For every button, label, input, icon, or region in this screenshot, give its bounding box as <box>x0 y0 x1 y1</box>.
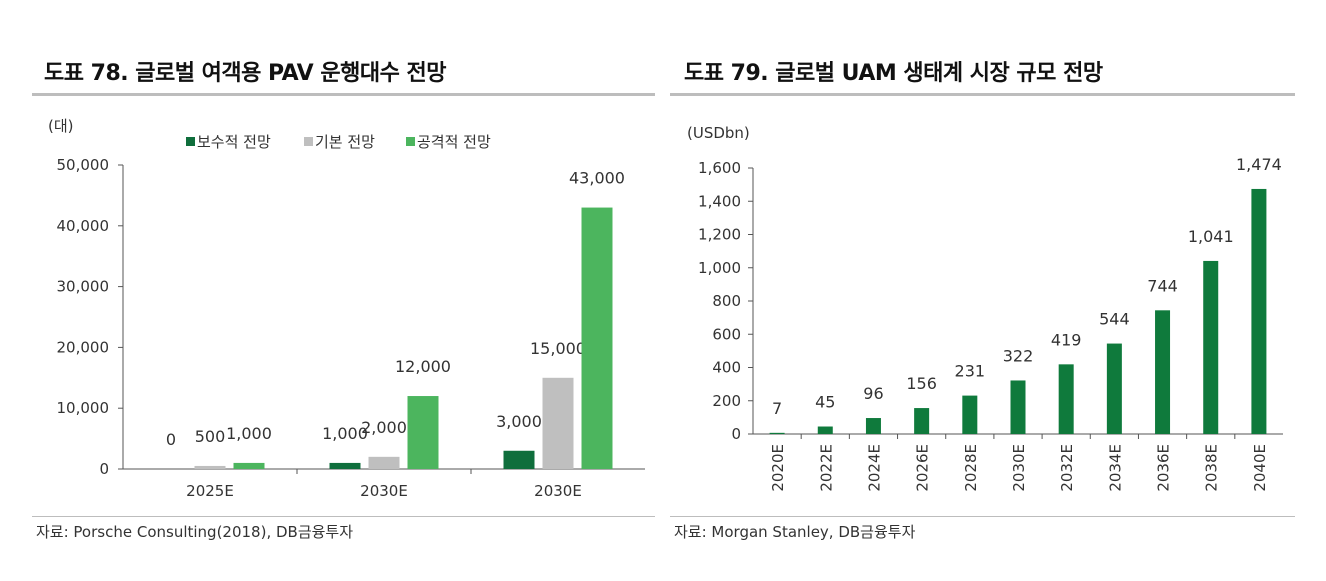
x-tick-label: 2030E <box>1010 444 1028 492</box>
legend-label: 보수적 전망 <box>197 133 271 151</box>
data-label: 1,041 <box>1188 227 1234 246</box>
y-tick-label: 10,000 <box>57 399 110 417</box>
x-tick-label: 2038E <box>1203 444 1221 492</box>
x-tick-label: 2028E <box>962 444 980 492</box>
source-note: 자료: Morgan Stanley, DB금융투자 <box>674 523 916 541</box>
y-tick-label: 600 <box>712 325 741 343</box>
data-label: 96 <box>863 384 883 403</box>
bar-chart-uam: (USDbn) 0 200 400 600 800 1,000 1,200 1,400 1,600… <box>687 124 1283 492</box>
bar-chart-pav: (대) 0 10,000 20,000 30,000 40,000 50,000 보수적 전망… <box>48 117 645 500</box>
y-tick-label: 1,400 <box>698 192 741 210</box>
data-label: 544 <box>1099 310 1130 329</box>
x-tick-label: 2024E <box>865 444 883 492</box>
bar <box>914 408 930 434</box>
data-label: 43,000 <box>569 169 625 188</box>
bar <box>581 207 613 469</box>
x-tick-label: 2022E <box>817 444 835 492</box>
y-tick-label: 1,200 <box>698 226 741 244</box>
y-axis-unit: (USDbn) <box>687 124 750 142</box>
source-note: 자료: Porsche Consulting(2018), DB금융투자 <box>36 523 354 541</box>
chart-panel-left: 도표 78. 글로벌 여객용 PAV 운행대수 전망 (대) 0 10,000 20,… <box>0 0 660 581</box>
y-axis-unit: (대) <box>48 117 74 135</box>
y-tick-label: 30,000 <box>57 278 110 296</box>
x-tick-label: 2030E <box>360 482 408 500</box>
data-label: 231 <box>955 362 986 381</box>
x-tick-label: 2030E <box>534 482 582 500</box>
data-label: 45 <box>815 393 835 412</box>
data-label: 1,000 <box>226 424 272 443</box>
data-label: 12,000 <box>395 357 451 376</box>
y-tick-label: 1,600 <box>698 159 741 177</box>
source-divider <box>670 516 1295 517</box>
data-label: 7 <box>772 399 782 418</box>
y-tick-label: 0 <box>731 425 741 443</box>
x-tick-label: 2025E <box>186 482 234 500</box>
x-tick-label: 2040E <box>1251 444 1269 492</box>
data-label: 322 <box>1003 346 1034 365</box>
data-label: 2,000 <box>361 418 407 437</box>
chart-title: 도표 78. 글로벌 여객용 PAV 운행대수 전망 <box>44 61 446 86</box>
bar <box>407 396 439 469</box>
legend-label: 기본 전망 <box>315 133 375 151</box>
x-tick-label: 2032E <box>1058 444 1076 492</box>
bar <box>1106 343 1122 434</box>
x-tick-label: 2034E <box>1106 444 1124 492</box>
bar <box>1203 260 1219 434</box>
bar <box>962 395 978 434</box>
chart-title: 도표 79. 글로벌 UAM 생태계 시장 규모 전망 <box>684 61 1103 86</box>
bar <box>1155 310 1171 434</box>
legend-swatch <box>304 137 313 146</box>
y-tick-label: 800 <box>712 292 741 310</box>
bar <box>503 450 535 469</box>
y-tick-label: 200 <box>712 392 741 410</box>
data-label: 1,000 <box>322 424 368 443</box>
bar <box>769 432 785 434</box>
y-tick-label: 1,000 <box>698 259 741 277</box>
bar <box>233 462 265 469</box>
bar <box>542 377 574 469</box>
data-label: 15,000 <box>530 339 586 358</box>
data-label: 419 <box>1051 330 1082 349</box>
legend-swatch <box>406 137 415 146</box>
x-tick-label: 2036E <box>1155 444 1173 492</box>
data-label: 500 <box>195 427 226 446</box>
title-divider <box>32 93 655 96</box>
chart-panel-right: 도표 79. 글로벌 UAM 생태계 시장 규모 전망 (USDbn) 0 200 4… <box>666 0 1326 581</box>
y-tick-label: 50,000 <box>57 156 110 174</box>
title-divider <box>670 93 1295 96</box>
bar <box>329 462 361 469</box>
data-label: 744 <box>1147 276 1178 295</box>
x-tick-label: 2026E <box>914 444 932 492</box>
y-tick-label: 20,000 <box>57 338 110 356</box>
bar <box>194 465 226 469</box>
legend-label: 공격적 전망 <box>417 133 491 151</box>
bar <box>1010 380 1026 434</box>
bar <box>865 418 881 434</box>
data-label: 3,000 <box>496 412 542 431</box>
x-tick-label: 2020E <box>769 444 787 492</box>
y-tick-label: 0 <box>99 460 109 478</box>
data-label: 156 <box>906 374 937 393</box>
legend-swatch <box>186 137 195 146</box>
data-label: 0 <box>166 430 176 449</box>
bar <box>1058 364 1074 434</box>
bar <box>1251 188 1267 434</box>
data-label: 1,474 <box>1236 155 1282 174</box>
y-tick-label: 40,000 <box>57 217 110 235</box>
bar <box>817 426 833 434</box>
source-divider <box>32 516 655 517</box>
bar <box>368 456 400 469</box>
y-tick-label: 400 <box>712 359 741 377</box>
